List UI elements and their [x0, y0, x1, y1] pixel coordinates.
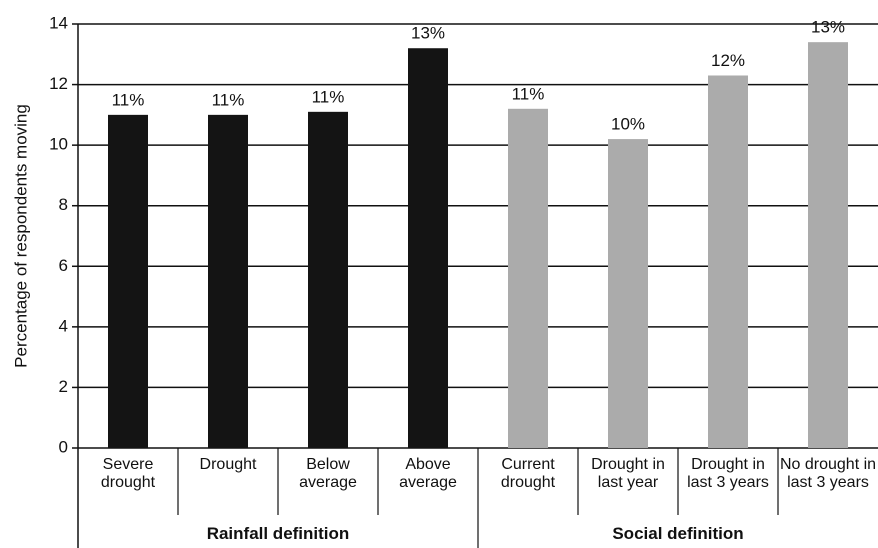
bar — [508, 108, 548, 449]
value-label: 13% — [411, 24, 445, 43]
x-tick-label: Below average — [299, 456, 357, 491]
value-label: 11% — [312, 87, 345, 106]
bar — [708, 75, 748, 448]
y-tick-label: 2 — [59, 377, 68, 396]
group-label: Rainfall definition — [206, 524, 350, 543]
y-tick-label: 0 — [59, 437, 68, 456]
group-label: Social definition — [612, 524, 744, 543]
y-tick-label: 12 — [49, 74, 68, 93]
x-tick-label: Drought in last 3 years — [687, 456, 769, 491]
x-tick-label: Above average — [399, 456, 457, 491]
y-tick-label: 14 — [49, 13, 68, 32]
value-label: 10% — [611, 115, 645, 134]
bar — [108, 114, 148, 448]
value-label: 11% — [112, 90, 145, 109]
bar — [208, 114, 248, 448]
value-label: 11% — [212, 90, 245, 109]
value-label: 12% — [711, 51, 745, 70]
bar — [408, 48, 448, 448]
x-tick-label: Drought — [199, 456, 257, 473]
x-tick-label: Drought in last year — [591, 456, 665, 491]
y-tick-label: 10 — [49, 135, 68, 154]
value-label: 11% — [512, 84, 545, 103]
x-tick-label: Current drought — [500, 456, 556, 491]
y-axis-label: Percentage of respondents moving — [11, 104, 30, 368]
bar — [608, 139, 648, 449]
y-tick-label: 6 — [59, 256, 68, 275]
x-tick-label: Severe drought — [100, 456, 156, 491]
x-tick-label: No drought in last 3 years — [779, 456, 877, 491]
bar — [808, 42, 848, 449]
y-tick-label: 8 — [59, 195, 68, 214]
bar — [308, 111, 348, 448]
value-label: 13% — [811, 18, 845, 37]
y-tick-label: 4 — [59, 316, 68, 335]
